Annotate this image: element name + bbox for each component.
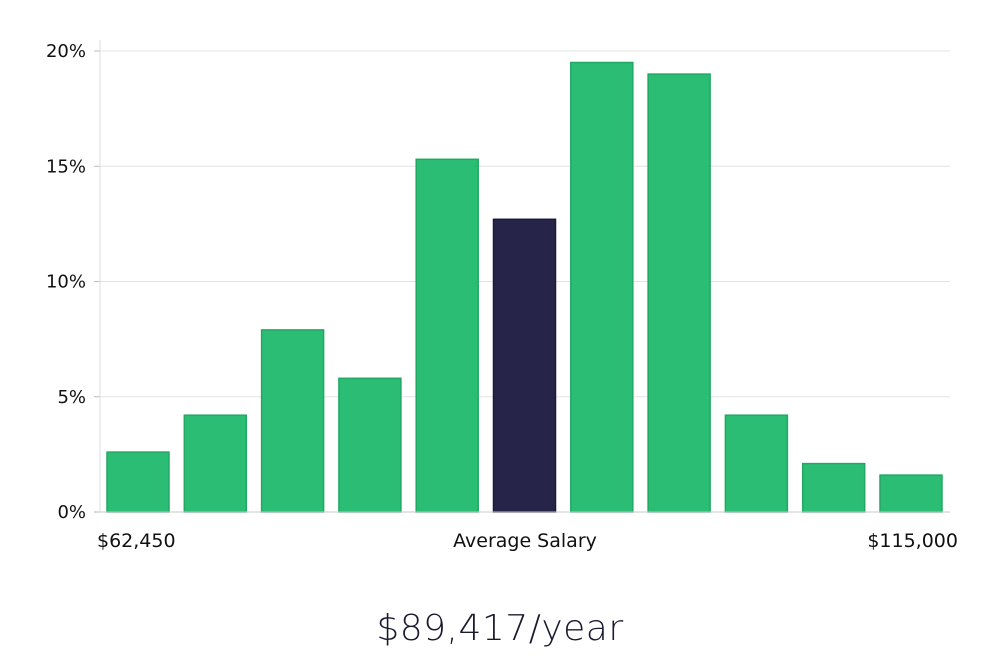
bar: [879, 474, 943, 513]
bar: [183, 414, 248, 513]
y-tick-label: 20%: [46, 41, 86, 62]
y-axis-ticks: 0% 5% 10% 15% 20%: [46, 41, 100, 523]
bar: [647, 73, 711, 513]
average-salary-headline: $89,417/year: [376, 608, 624, 649]
bar: [570, 61, 634, 513]
y-tick-label: 15%: [46, 156, 86, 177]
bar: [338, 377, 402, 513]
bar: [260, 329, 325, 513]
bar-average-salary: [492, 218, 557, 513]
y-tick-label: 0%: [57, 502, 86, 523]
bar: [801, 462, 866, 513]
bars: [106, 61, 943, 513]
bar: [724, 414, 789, 513]
x-label-center: Average Salary: [453, 530, 597, 552]
y-tick-label: 10%: [46, 272, 86, 293]
x-label-min: $62,450: [97, 530, 176, 552]
x-label-max: $115,000: [867, 530, 958, 552]
salary-histogram: 0% 5% 10% 15% 20% $62,450 Average Salary $11…: [46, 40, 958, 552]
bar: [106, 451, 170, 513]
bar: [415, 158, 479, 513]
y-tick-label: 5%: [57, 387, 86, 408]
